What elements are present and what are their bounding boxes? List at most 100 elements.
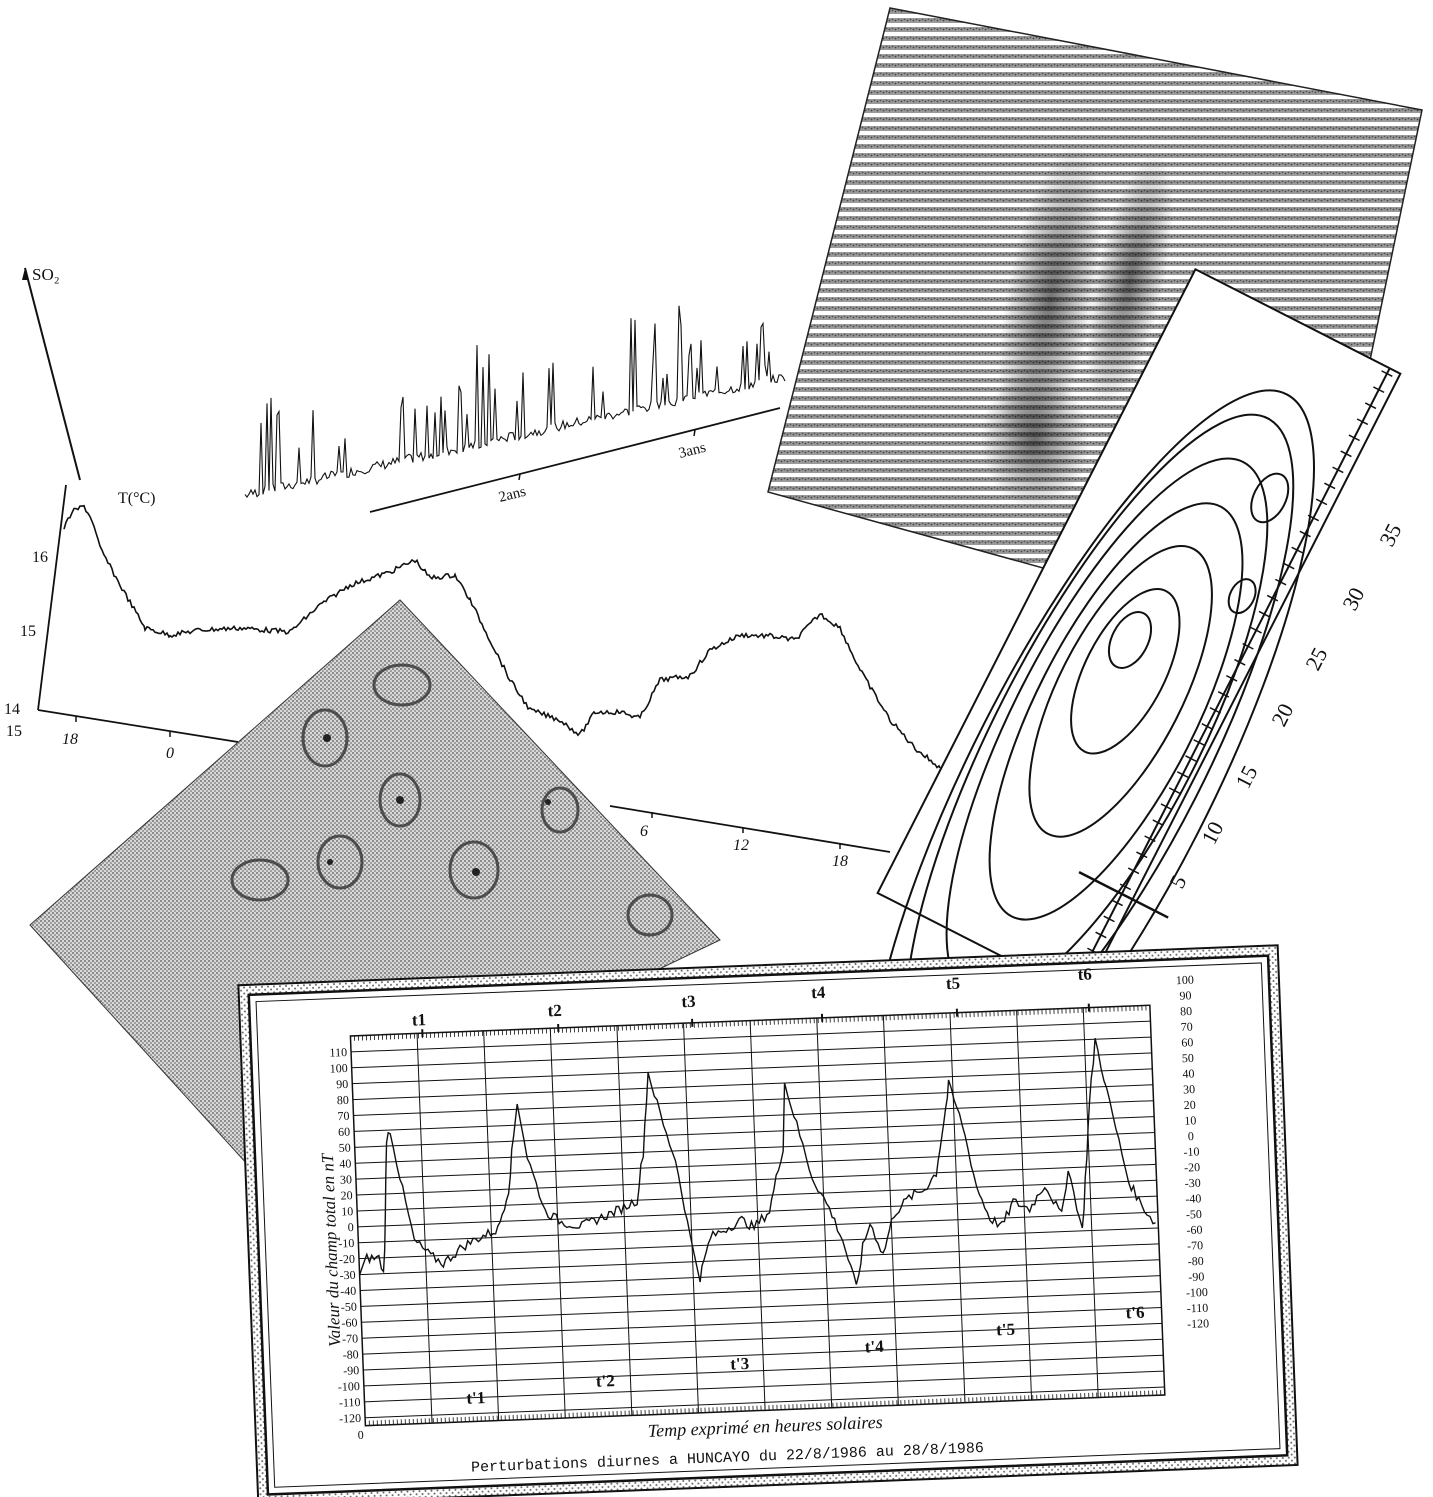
so2-tick bbox=[693, 429, 696, 437]
right-tick-label: -20 bbox=[1184, 1160, 1201, 1175]
contour-scale-label: 25 bbox=[1300, 643, 1332, 674]
right-tick-label: -120 bbox=[1187, 1316, 1210, 1331]
x-origin-label: 0 bbox=[357, 1428, 364, 1442]
minor-ticks bbox=[350, 1005, 1166, 1426]
top-marker: t6 bbox=[1077, 964, 1092, 984]
temp-x-tick: 15 bbox=[6, 723, 22, 740]
so2-x-tick-label: 3ans bbox=[677, 440, 708, 462]
top-marker: t4 bbox=[811, 983, 826, 1003]
right-tick-label: -100 bbox=[1186, 1285, 1209, 1300]
left-tick-label: 10 bbox=[341, 1204, 354, 1218]
so2-y-axis bbox=[24, 267, 81, 481]
right-tick-label: 100 bbox=[1176, 973, 1195, 988]
right-tick-label: 30 bbox=[1183, 1082, 1196, 1096]
top-marker: t2 bbox=[547, 1001, 562, 1021]
temp-y-axis bbox=[37, 484, 67, 711]
temperature-trace bbox=[63, 504, 941, 769]
so2-tick bbox=[518, 473, 521, 481]
left-tick-label: -30 bbox=[339, 1268, 356, 1283]
right-tick-label: -40 bbox=[1185, 1191, 1202, 1206]
left-tick-label: 90 bbox=[336, 1077, 349, 1091]
temp-x-axis-right bbox=[609, 805, 891, 853]
so2-axis-arrow bbox=[22, 268, 28, 280]
striped-image-panel bbox=[767, 7, 1423, 577]
microscope-image-panel bbox=[29, 599, 721, 1166]
right-tick-label: 70 bbox=[1180, 1020, 1193, 1034]
bottom-marker: t'4 bbox=[864, 1337, 884, 1357]
right-tick-label: 0 bbox=[1188, 1129, 1195, 1143]
grid-vertical bbox=[416, 1007, 1099, 1424]
so2-y-label: SO₂ bbox=[32, 265, 60, 284]
temp-y-tick: 16 bbox=[32, 549, 48, 566]
contour-frame bbox=[876, 267, 1402, 999]
so2-x-axis bbox=[369, 407, 781, 513]
left-tick-label: -70 bbox=[342, 1331, 359, 1346]
bottom-markers: t'1 t'2 t'3 t'4 t'5 t'6 bbox=[466, 1303, 1145, 1408]
magnetic-card: 1101009080706050403020100-10-20-30-40-50… bbox=[237, 944, 1299, 1497]
contour-scale-bar bbox=[1070, 367, 1391, 993]
right-tick-label: -70 bbox=[1187, 1238, 1204, 1253]
right-tick-label: -90 bbox=[1188, 1269, 1205, 1284]
right-tick-label: -80 bbox=[1187, 1254, 1204, 1269]
left-tick-label: -50 bbox=[341, 1300, 358, 1315]
temp-y-tick: 15 bbox=[20, 623, 36, 640]
right-tick-label: -30 bbox=[1184, 1176, 1201, 1191]
contour-scale-label: 35 bbox=[1374, 519, 1406, 550]
left-tick-label: -110 bbox=[339, 1395, 361, 1410]
temp-x-tick: 18 bbox=[832, 853, 848, 870]
right-tick-label: 50 bbox=[1182, 1051, 1195, 1065]
bottom-marker: t'2 bbox=[596, 1371, 616, 1391]
right-tick-label: -110 bbox=[1186, 1301, 1208, 1316]
left-tick-label: -100 bbox=[338, 1379, 361, 1394]
left-tick-label: 40 bbox=[339, 1156, 352, 1170]
contour-scale-label: 20 bbox=[1266, 699, 1298, 730]
left-axis-ticks: 1101009080706050403020100-10-20-30-40-50… bbox=[329, 1045, 362, 1426]
left-tick-label: -90 bbox=[343, 1363, 360, 1378]
left-tick-label: 50 bbox=[338, 1140, 351, 1154]
card-inner-rule bbox=[255, 962, 1281, 1488]
right-tick-label: 80 bbox=[1180, 1004, 1193, 1018]
magnetic-trace bbox=[358, 1038, 1156, 1285]
temp-x-tick: 6 bbox=[640, 823, 648, 840]
contour-scale-label: 15 bbox=[1230, 761, 1262, 792]
right-tick-label: 90 bbox=[1179, 988, 1192, 1002]
left-tick-label: 80 bbox=[337, 1093, 350, 1107]
bottom-marker: t'5 bbox=[996, 1320, 1016, 1340]
left-tick-label: -60 bbox=[341, 1315, 358, 1330]
contour-scale-label: 30 bbox=[1337, 583, 1369, 614]
so2-trace bbox=[244, 305, 786, 499]
temperature-panel: T(°C) 16 15 14 15 18 0 6 12 18 bbox=[4, 484, 941, 870]
right-tick-label: -10 bbox=[1183, 1144, 1200, 1159]
left-tick-label: -40 bbox=[340, 1284, 357, 1299]
left-tick-label: -120 bbox=[339, 1411, 362, 1426]
bottom-marker: t'3 bbox=[730, 1354, 750, 1374]
left-tick-label: -20 bbox=[339, 1252, 356, 1267]
right-tick-label: 20 bbox=[1183, 1098, 1196, 1112]
temp-x-tick: 12 bbox=[733, 837, 749, 854]
left-tick-label: -80 bbox=[342, 1347, 359, 1362]
left-tick-label: 60 bbox=[338, 1125, 351, 1139]
left-tick-label: 110 bbox=[329, 1045, 347, 1060]
contour-profile-line bbox=[1078, 871, 1169, 919]
top-marker: t3 bbox=[681, 992, 696, 1012]
so2-panel: SO₂ 2ans 3ans bbox=[22, 265, 786, 513]
top-markers: t1 t2 t3 t4 t5 t6 bbox=[412, 964, 1092, 1038]
contour-scale-label: 10 bbox=[1196, 817, 1228, 848]
temp-x-tick: 18 bbox=[62, 731, 78, 748]
left-tick-label: 30 bbox=[340, 1172, 353, 1186]
bottom-marker: t'6 bbox=[1125, 1303, 1145, 1323]
right-tick-label: 40 bbox=[1182, 1066, 1195, 1080]
right-axis-ticks: 1009080706050403020100-10-20-30-40-50-60… bbox=[1176, 973, 1210, 1332]
right-tick-label: -50 bbox=[1186, 1207, 1203, 1222]
left-tick-label: 0 bbox=[348, 1220, 355, 1234]
top-marker: t5 bbox=[945, 974, 960, 994]
bottom-marker: t'1 bbox=[466, 1388, 486, 1408]
so2-x-tick-label: 2ans bbox=[497, 484, 528, 506]
top-marker: t1 bbox=[412, 1010, 427, 1030]
left-tick-label: 20 bbox=[340, 1188, 353, 1202]
left-tick-label: -10 bbox=[338, 1236, 355, 1251]
left-tick-label: 100 bbox=[329, 1061, 348, 1076]
temp-y-label: T(°C) bbox=[118, 490, 156, 507]
